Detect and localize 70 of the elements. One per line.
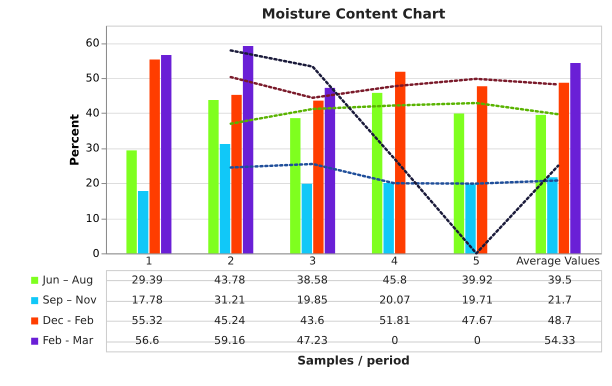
- data-label: 20.07: [379, 294, 410, 307]
- data-label: 29.39: [132, 273, 163, 286]
- bar: [547, 177, 558, 254]
- line-series: [230, 162, 560, 185]
- data-label: 55.32: [132, 314, 163, 327]
- bar: [536, 114, 546, 254]
- data-label: 31.21: [214, 294, 246, 307]
- data-label: 54.33: [544, 334, 576, 348]
- data-label: 19.85: [296, 294, 328, 307]
- x-tick-label: 2: [227, 254, 234, 268]
- data-label: 21.7: [548, 294, 572, 307]
- bar: [290, 118, 300, 254]
- legend-label: Sep – Nov: [42, 294, 98, 307]
- data-label: 19.71: [462, 294, 493, 307]
- y-tick-label: 10: [86, 212, 100, 225]
- legend-label: Feb - Mar: [42, 334, 94, 348]
- y-tick-label: 20: [86, 176, 100, 190]
- data-label: 17.78: [132, 294, 163, 307]
- data-label: 45.24: [214, 314, 246, 327]
- x-tick-label: 5: [472, 254, 480, 268]
- data-label: 38.58: [296, 273, 328, 286]
- bar: [302, 184, 312, 254]
- data-label: 45.8: [382, 273, 407, 286]
- bar: [150, 60, 160, 254]
- bar: [126, 150, 137, 254]
- data-label: 47.67: [462, 314, 493, 327]
- bar: [138, 191, 148, 254]
- y-axis-title: Percent: [68, 114, 82, 166]
- legend-label: Dec - Feb: [42, 314, 94, 327]
- x-tick-label: 4: [390, 254, 398, 268]
- y-tick-label: 30: [86, 142, 100, 155]
- bar: [220, 144, 230, 254]
- data-label: 39.92: [462, 273, 493, 286]
- legend-label: Jun – Aug: [42, 273, 94, 286]
- bar: [465, 184, 476, 254]
- bar: [372, 92, 382, 254]
- x-tick-label: Average Values: [516, 254, 600, 268]
- y-tick-label: 0: [92, 246, 100, 260]
- y-tick-label: 60: [86, 36, 100, 50]
- bar: [231, 94, 242, 254]
- line-series: [230, 102, 560, 125]
- bar: [161, 55, 172, 254]
- chart-title: Moisture Content Chart: [262, 6, 446, 23]
- bar: [324, 88, 336, 254]
- bar: [558, 82, 570, 254]
- data-label: 47.23: [296, 334, 328, 348]
- line-series: [230, 49, 560, 255]
- bar: [454, 113, 464, 254]
- data-label: 59.16: [214, 334, 246, 348]
- bar: [242, 46, 254, 254]
- line-series: [230, 76, 560, 100]
- bar: [476, 86, 488, 254]
- bar: [208, 100, 219, 254]
- data-label: 56.6: [135, 334, 160, 348]
- y-tick-label: 40: [86, 106, 100, 120]
- bar: [570, 62, 581, 254]
- data-label: 43.6: [300, 314, 324, 327]
- x-tick-label: 1: [145, 254, 152, 268]
- text: Samples / period: [297, 353, 410, 368]
- bar: [383, 183, 394, 254]
- x-tick-label: 3: [309, 254, 316, 268]
- y-tick-label: 50: [86, 72, 100, 85]
- data-label: 0: [474, 334, 481, 348]
- bar: [395, 72, 406, 254]
- data-label: 0: [391, 334, 398, 348]
- data-label: 48.7: [548, 314, 572, 327]
- data-label: 39.5: [548, 273, 572, 286]
- data-label: 51.81: [379, 314, 410, 327]
- data-label: 43.78: [214, 273, 246, 286]
- bar: [313, 100, 324, 254]
